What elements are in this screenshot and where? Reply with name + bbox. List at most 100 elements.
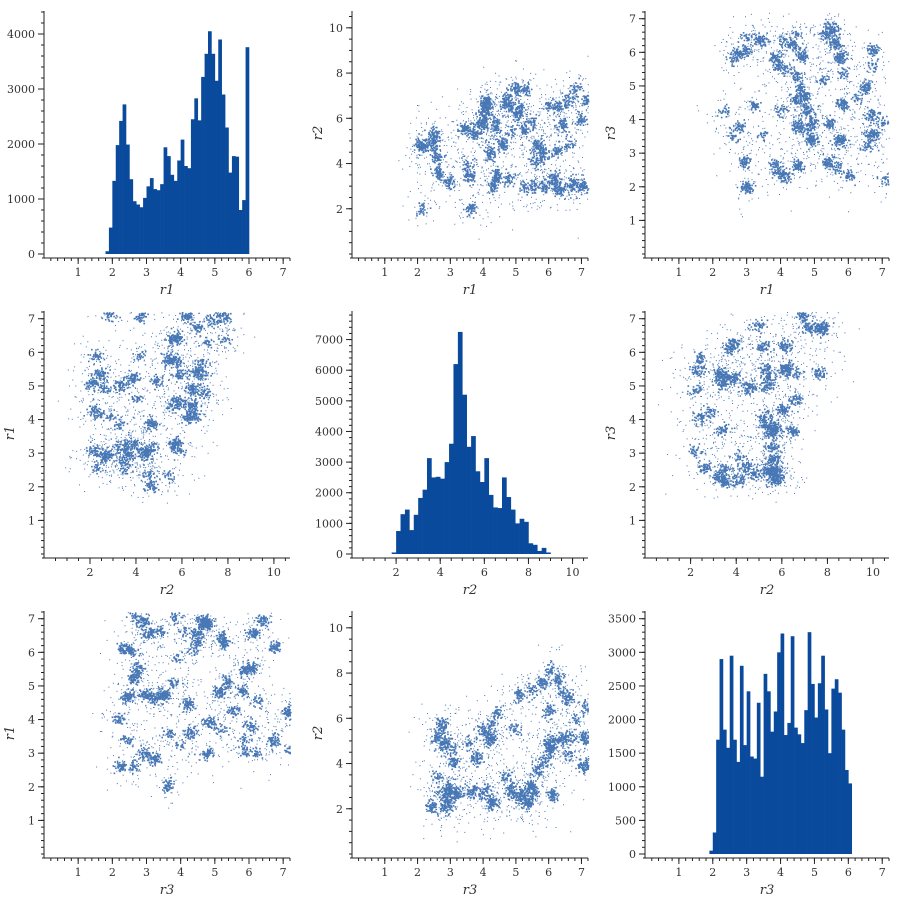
histogram-bar <box>119 120 123 255</box>
x-tick-label: 2 <box>393 566 400 579</box>
histogram-bar <box>129 179 134 254</box>
x-tick-label: 2 <box>709 266 716 279</box>
panel-r2-hist: 2 4 6 8 10 0 1000 2000 3000 4000 5000 6000 7000 r2 <box>315 311 588 598</box>
histogram-bar <box>797 734 802 854</box>
x-tick-label: 3 <box>743 266 750 279</box>
y-tick-label: 2500 <box>608 680 636 693</box>
histogram-bar <box>105 251 110 254</box>
histogram-bar <box>197 120 202 254</box>
panel-r1-hist: 1 2 3 4 5 6 7 0 1000 2000 3000 4000 r1 <box>7 11 291 298</box>
x-tick-label: 10 <box>866 566 880 579</box>
histogram-bar <box>777 652 781 854</box>
histogram-bar <box>722 729 727 854</box>
histogram-bar <box>821 655 825 854</box>
histogram-bar <box>726 747 731 854</box>
x-tick-label: 4 <box>777 266 784 279</box>
histogram-bar <box>156 190 161 254</box>
x-tick-label: 8 <box>824 566 831 579</box>
histogram-bar <box>435 476 441 554</box>
y-tick-label: 10 <box>329 22 343 35</box>
histogram-bar <box>201 76 205 255</box>
x-tick-label: 10 <box>267 566 281 579</box>
histogram-bar <box>440 478 445 554</box>
y-tick-label: 6 <box>629 46 636 59</box>
histogram-bar <box>709 850 714 854</box>
histogram-bar <box>225 127 229 254</box>
histogram-bar <box>524 521 529 554</box>
histogram-bar <box>484 458 490 554</box>
scatter-points <box>57 312 256 504</box>
histogram-bar <box>457 331 463 554</box>
histogram-bar <box>712 832 717 854</box>
histogram-bar <box>719 659 724 854</box>
scatter-points <box>658 312 860 503</box>
y-axis-label: r3 <box>604 426 619 441</box>
histogram-bar <box>506 497 512 554</box>
x-tick-label: 3 <box>143 266 150 279</box>
x-tick-label: 6 <box>845 866 852 879</box>
histogram-bar <box>807 632 812 854</box>
y-tick-label: 4 <box>629 114 636 127</box>
histogram-bar <box>743 745 747 854</box>
histogram-bar <box>214 80 219 254</box>
x-tick-label: 6 <box>178 566 185 579</box>
histogram-bar <box>431 477 437 554</box>
histogram-bar <box>773 711 778 854</box>
histogram-bar <box>736 761 741 854</box>
histogram-bar <box>163 147 168 254</box>
histogram-bar <box>541 547 547 554</box>
histogram-bar <box>422 489 428 554</box>
x-tick-label: 5 <box>811 866 818 879</box>
x-tick-label: 5 <box>211 866 218 879</box>
x-tick-label: 5 <box>512 866 519 879</box>
x-tick-label: 5 <box>512 266 519 279</box>
histogram-bar <box>800 743 805 854</box>
histogram-bar <box>444 462 450 554</box>
x-tick-label: 7 <box>578 866 585 879</box>
x-tick-label: 3 <box>743 866 750 879</box>
histogram-bar <box>838 692 842 854</box>
histogram-bar <box>767 691 771 854</box>
histogram-bar <box>453 364 459 554</box>
y-tick-label: 3500 <box>608 613 636 626</box>
y-tick-label: 4000 <box>315 425 343 438</box>
y-tick-label: 3 <box>629 147 636 160</box>
histogram-bar <box>409 530 415 554</box>
y-tick-label: 7 <box>28 613 35 626</box>
histogram-bar <box>804 710 808 854</box>
y-tick-label: 8 <box>336 67 343 80</box>
histogram-bar <box>814 717 819 854</box>
histogram-bar <box>716 739 720 854</box>
histogram-bar <box>418 497 423 554</box>
x-tick-label: 4 <box>437 566 444 579</box>
y-tick-label: 3000 <box>7 83 35 96</box>
scatter-points <box>92 612 292 809</box>
histogram-bar <box>132 201 137 254</box>
y-tick-label: 10 <box>329 622 343 635</box>
x-tick-label: 4 <box>733 566 740 579</box>
x-tick-label: 4 <box>177 866 184 879</box>
y-tick-label: 2000 <box>315 487 343 500</box>
y-tick-label: 3000 <box>315 456 343 469</box>
x-tick-label: 3 <box>447 266 454 279</box>
x-tick-label: 10 <box>566 566 580 579</box>
scatter-points <box>408 644 590 843</box>
histogram-bar <box>848 783 853 854</box>
y-tick-label: 6 <box>336 712 343 725</box>
x-tick-label: 2 <box>709 866 716 879</box>
x-tick-label: 1 <box>675 266 682 279</box>
histogram-bar <box>396 531 401 554</box>
histogram-bar <box>844 769 849 854</box>
histogram-bar <box>228 172 233 254</box>
x-tick-label: 8 <box>224 566 231 579</box>
x-tick-label: 6 <box>545 866 552 879</box>
y-tick-label: 3 <box>629 447 636 460</box>
histogram-bar <box>449 443 454 554</box>
histogram-bar <box>170 174 175 254</box>
y-tick-label: 7 <box>629 13 636 26</box>
y-axis-label: r1 <box>3 426 18 441</box>
y-tick-label: 3 <box>28 447 35 460</box>
y-tick-label: 1 <box>629 514 636 527</box>
y-tick-label: 2000 <box>7 138 35 151</box>
